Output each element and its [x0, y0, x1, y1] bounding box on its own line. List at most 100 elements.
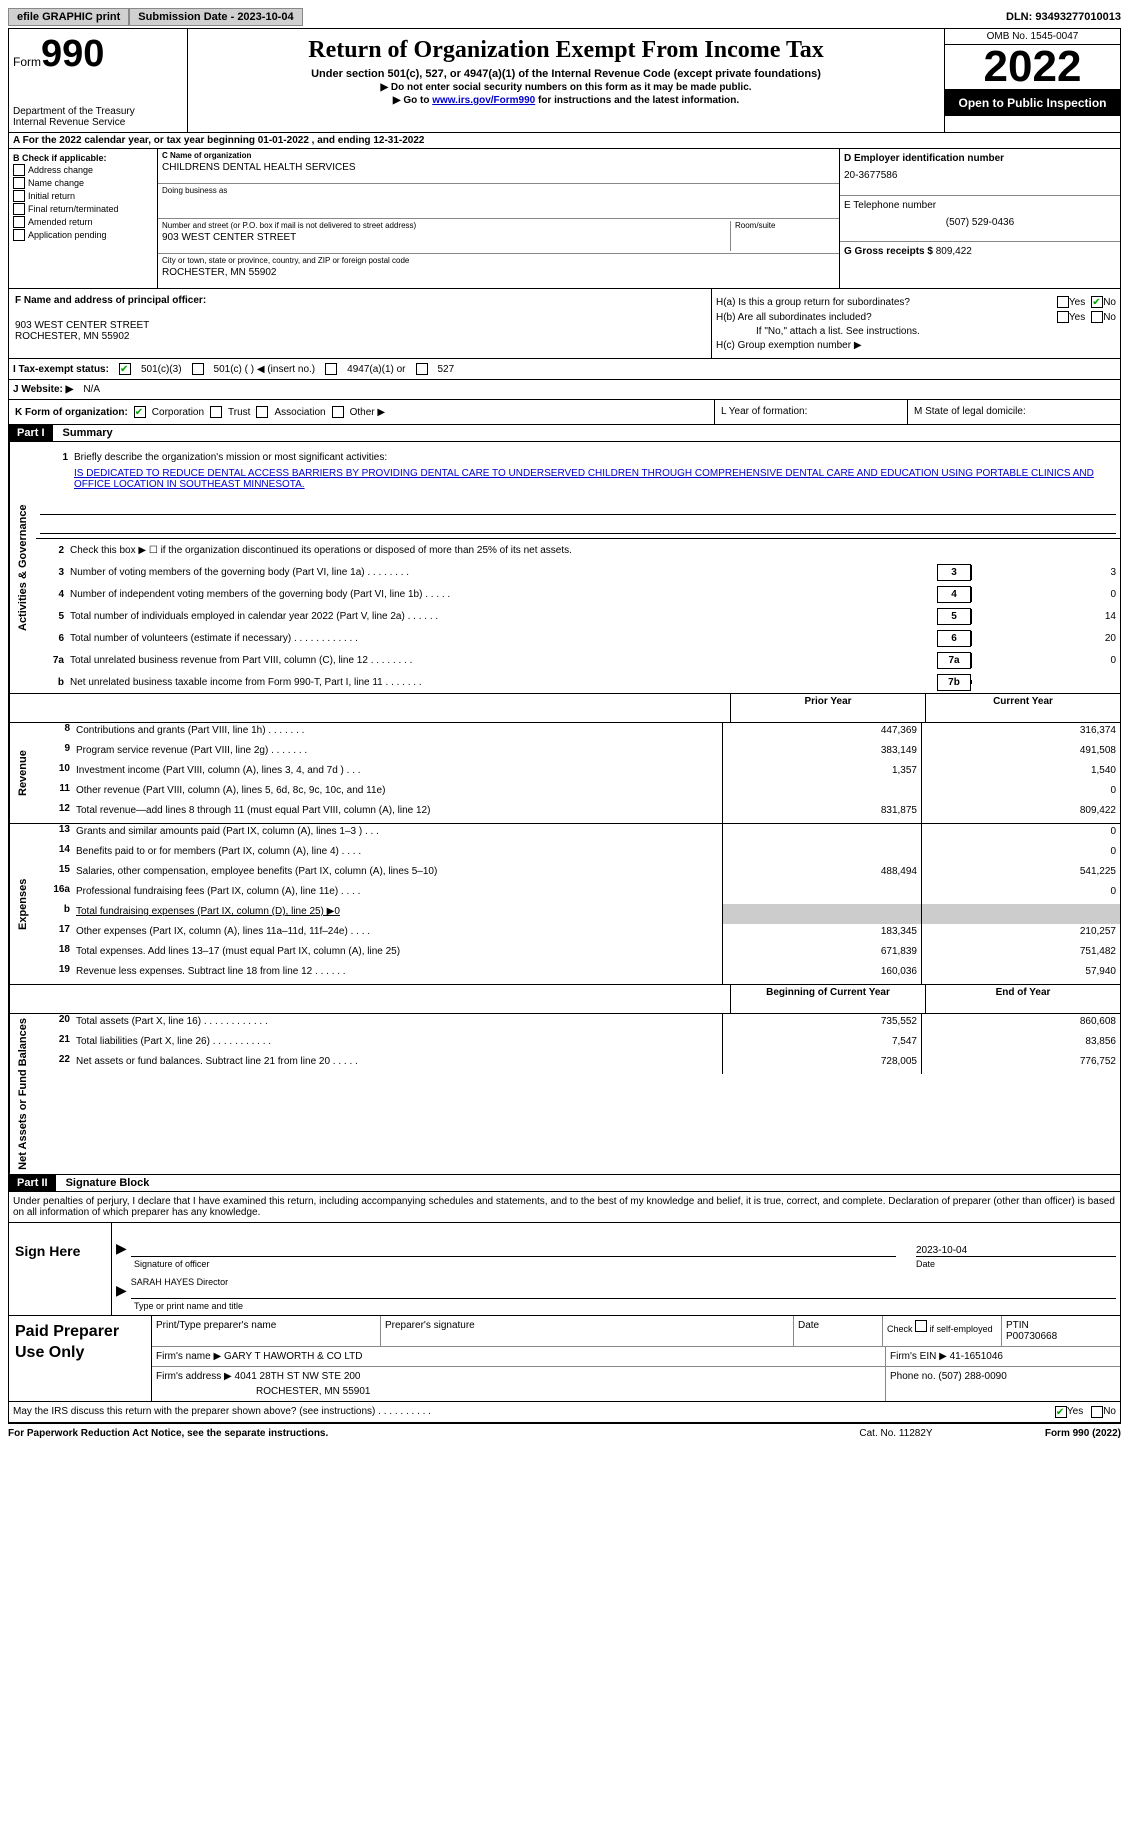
officer-addr2: ROCHESTER, MN 55902 [15, 331, 705, 342]
pra-notice: For Paperwork Reduction Act Notice, see … [8, 1428, 821, 1439]
self-employed-cell: Check if self-employed [883, 1316, 1002, 1346]
cb-address-change[interactable] [13, 164, 25, 176]
submission-date-label: Submission Date - 2023-10-04 [129, 8, 302, 26]
signature-declaration: Under penalties of perjury, I declare th… [9, 1192, 1120, 1222]
cb-corp[interactable] [134, 406, 146, 418]
cb-initial-return[interactable] [13, 190, 25, 202]
ha-label: H(a) Is this a group return for subordin… [716, 297, 1057, 308]
cb-amended[interactable] [13, 216, 25, 228]
line-1-label: Briefly describe the organization's miss… [74, 452, 1116, 463]
name-title-label: Type or print name and title [134, 1301, 1116, 1311]
rot-expenses: Expenses [9, 824, 36, 984]
page-footer: For Paperwork Reduction Act Notice, see … [8, 1424, 1121, 1443]
room-label: Room/suite [735, 221, 835, 230]
sig-date: 2023-10-04 [916, 1245, 1116, 1257]
dba-label: Doing business as [162, 186, 835, 195]
cb-name-change[interactable] [13, 177, 25, 189]
hb-label: H(b) Are all subordinates included? [716, 312, 1057, 323]
discuss-no[interactable] [1091, 1406, 1103, 1418]
addr-label: Number and street (or P.O. box if mail i… [162, 221, 730, 230]
sign-here-block: Sign Here ▶ 2023-10-04 Signature of offi… [9, 1222, 1120, 1315]
part-1-title: Summary [53, 427, 113, 439]
cb-trust[interactable] [210, 406, 222, 418]
state-domicile: M State of legal domicile: [907, 400, 1120, 424]
data-line: 13Grants and similar amounts paid (Part … [36, 824, 1120, 844]
firm-phone: (507) 288-0090 [938, 1371, 1006, 1382]
paid-preparer-block: Paid Preparer Use Only Print/Type prepar… [9, 1315, 1120, 1402]
prior-year-header: Prior Year [730, 694, 925, 722]
data-line: 21Total liabilities (Part X, line 26) . … [36, 1034, 1120, 1054]
header-left: Form990 Department of the Treasury Inter… [9, 29, 188, 132]
rot-netassets: Net Assets or Fund Balances [9, 1014, 36, 1174]
data-line: bTotal fundraising expenses (Part IX, co… [36, 904, 1120, 924]
current-year-header: Current Year [925, 694, 1120, 722]
prep-date-header: Date [794, 1316, 883, 1346]
data-line: 22Net assets or fund balances. Subtract … [36, 1054, 1120, 1074]
officer-signature-field[interactable] [131, 1235, 896, 1257]
row-k-l-m: K Form of organization: Corporation Trus… [9, 400, 1120, 425]
top-bar: efile GRAPHIC print Submission Date - 20… [8, 8, 1121, 26]
line-1-num: 1 [40, 452, 74, 463]
firm-ein: 41-1651046 [950, 1351, 1003, 1362]
firm-addr-label: Firm's address ▶ [156, 1371, 232, 1382]
ha-no[interactable] [1091, 296, 1103, 308]
cb-501c[interactable] [192, 363, 204, 375]
website-value: N/A [83, 384, 100, 395]
summary-line: 5Total number of individuals employed in… [36, 605, 1120, 627]
data-line: 20Total assets (Part X, line 16) . . . .… [36, 1014, 1120, 1034]
firm-ein-label: Firm's EIN ▶ [890, 1351, 947, 1362]
tax-year: 2022 [945, 45, 1120, 90]
k-label: K Form of organization: [15, 407, 128, 418]
data-line: 19Revenue less expenses. Subtract line 1… [36, 964, 1120, 984]
open-inspection: Open to Public Inspection [945, 90, 1120, 116]
cb-4947[interactable] [325, 363, 337, 375]
data-line: 10Investment income (Part VIII, column (… [36, 763, 1120, 783]
cb-527[interactable] [416, 363, 428, 375]
website-row: J Website: ▶ N/A [9, 380, 1120, 400]
part-1-badge: Part I [9, 425, 53, 441]
paid-preparer-label: Paid Preparer Use Only [9, 1316, 152, 1401]
phone-label: E Telephone number [844, 200, 1116, 211]
data-line: 16aProfessional fundraising fees (Part I… [36, 884, 1120, 904]
data-line: 12Total revenue—add lines 8 through 11 (… [36, 803, 1120, 823]
discuss-label: May the IRS discuss this return with the… [13, 1406, 1055, 1417]
form-ref: Form 990 (2022) [971, 1428, 1121, 1439]
ha-yes[interactable] [1057, 296, 1069, 308]
irs-link[interactable]: www.irs.gov/Form990 [432, 95, 535, 106]
firm-name-label: Firm's name ▶ [156, 1351, 221, 1362]
header-center: Return of Organization Exempt From Incom… [188, 29, 944, 132]
part-2-badge: Part II [9, 1175, 56, 1191]
firm-addr1: 4041 28TH ST NW STE 200 [235, 1371, 361, 1382]
hb-yes[interactable] [1057, 311, 1069, 323]
activities-governance: Activities & Governance 1 Briefly descri… [9, 442, 1120, 693]
box-b: B Check if applicable: Address change Na… [9, 149, 158, 288]
firm-phone-label: Phone no. [890, 1371, 936, 1382]
form-subtitle: Under section 501(c), 527, or 4947(a)(1)… [192, 68, 940, 80]
prep-sig-header: Preparer's signature [381, 1316, 794, 1346]
header-right: OMB No. 1545-0047 2022 Open to Public In… [944, 29, 1120, 132]
box-b-label: B Check if applicable: [13, 153, 153, 163]
cb-501c3[interactable] [119, 363, 131, 375]
cb-final-return[interactable] [13, 203, 25, 215]
street-address: 903 WEST CENTER STREET [162, 232, 730, 243]
ein-label: D Employer identification number [844, 153, 1116, 164]
summary-line: 4Number of independent voting members of… [36, 583, 1120, 605]
box-f: F Name and address of principal officer:… [9, 289, 712, 358]
hb-note: If "No," attach a list. See instructions… [716, 326, 1116, 337]
data-line: 15Salaries, other compensation, employee… [36, 864, 1120, 884]
cb-assoc[interactable] [256, 406, 268, 418]
cb-app-pending[interactable] [13, 229, 25, 241]
city-label: City or town, state or province, country… [162, 256, 835, 265]
discuss-yes[interactable] [1055, 1406, 1067, 1418]
cb-self-employed[interactable] [915, 1320, 927, 1332]
prior-current-header: Prior Year Current Year [9, 693, 1120, 723]
tax-exempt-status-row: I Tax-exempt status: 501(c)(3) 501(c) ( … [9, 358, 1120, 380]
part-2-header: Part II Signature Block [9, 1174, 1120, 1192]
cb-other[interactable] [332, 406, 344, 418]
hb-no[interactable] [1091, 311, 1103, 323]
efile-print-button[interactable]: efile GRAPHIC print [8, 8, 129, 26]
form-header: Form990 Department of the Treasury Inter… [9, 29, 1120, 133]
summary-line: 3Number of voting members of the governi… [36, 561, 1120, 583]
sig-of-label: Signature of officer [134, 1259, 209, 1269]
eoy-header: End of Year [925, 985, 1120, 1013]
